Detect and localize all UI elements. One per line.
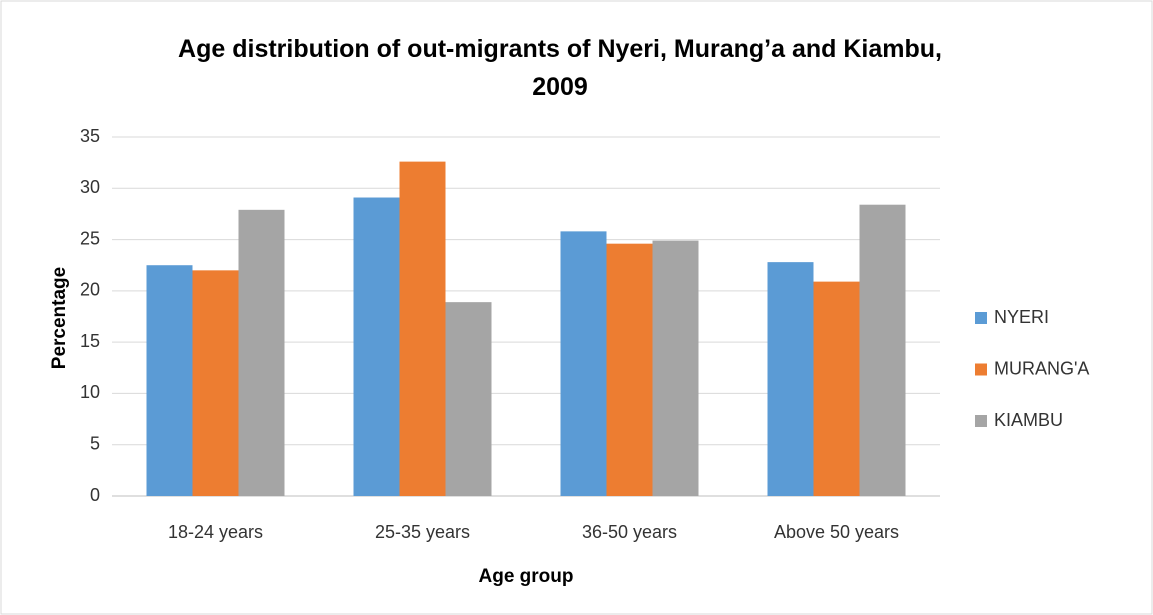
bar bbox=[192, 270, 239, 496]
bar bbox=[652, 240, 699, 496]
y-tick-label: 5 bbox=[90, 433, 100, 453]
y-tick-label: 15 bbox=[80, 331, 100, 351]
y-tick-label: 0 bbox=[90, 485, 100, 505]
bar bbox=[560, 231, 607, 496]
y-tick-label: 35 bbox=[80, 126, 100, 146]
chart-title: Age distribution of out-migrants of Nyer… bbox=[178, 35, 942, 101]
bar bbox=[353, 197, 400, 496]
legend-label: MURANG'A bbox=[994, 358, 1089, 378]
legend-label: KIAMBU bbox=[994, 410, 1063, 430]
bar bbox=[767, 262, 814, 496]
x-axis-title: Age group bbox=[479, 566, 574, 587]
x-tick-label: 36-50 years bbox=[582, 522, 677, 542]
bar bbox=[399, 161, 446, 497]
legend-swatch bbox=[975, 415, 987, 427]
y-tick-label: 10 bbox=[80, 382, 100, 402]
x-tick-label: Above 50 years bbox=[774, 522, 899, 542]
y-tick-label: 25 bbox=[80, 228, 100, 248]
bar bbox=[606, 243, 653, 496]
y-tick-label: 20 bbox=[80, 280, 100, 300]
bar bbox=[146, 265, 193, 496]
x-tick-label: 25-35 years bbox=[375, 522, 470, 542]
y-axis-title: Percentage bbox=[49, 267, 70, 369]
bar bbox=[238, 209, 285, 496]
bar bbox=[813, 281, 860, 496]
legend-swatch bbox=[975, 312, 987, 324]
bar bbox=[859, 204, 906, 496]
bar bbox=[445, 302, 492, 496]
legend-swatch bbox=[975, 363, 987, 376]
y-tick-label: 30 bbox=[80, 177, 100, 197]
x-tick-label: 18-24 years bbox=[168, 522, 263, 542]
legend-label: NYERI bbox=[994, 307, 1049, 327]
